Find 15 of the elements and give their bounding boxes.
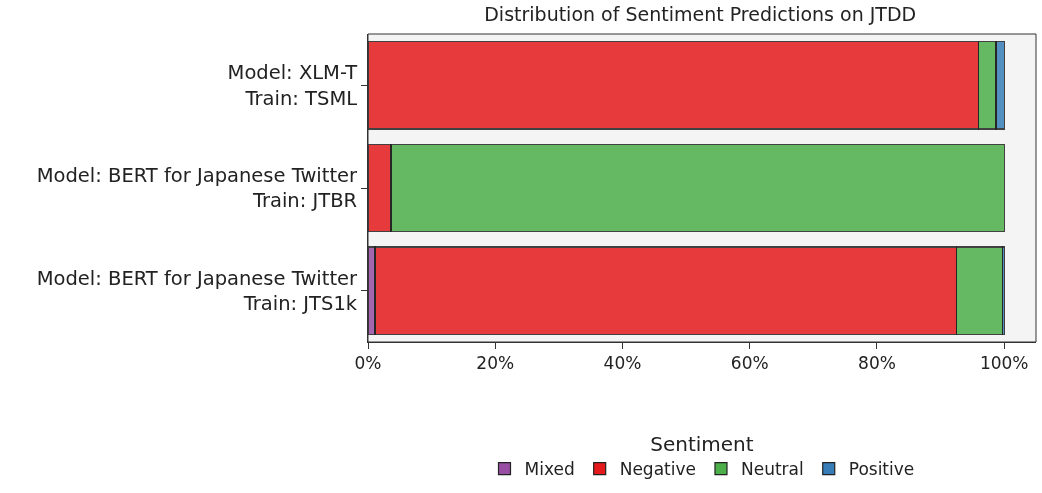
- legend-label: Neutral: [740, 459, 804, 480]
- x-tick-label: 0%: [354, 353, 382, 374]
- legend-label: Mixed: [524, 459, 575, 480]
- x-tick-label: 60%: [730, 353, 769, 374]
- x-tick-label: 80%: [858, 353, 896, 374]
- x-tick-label: 20%: [476, 353, 515, 374]
- legend-label: Positive: [848, 459, 915, 480]
- x-tick-label: 100%: [979, 353, 1029, 374]
- x-tick-label: 40%: [603, 353, 642, 374]
- y-tick-label: Model: XLM-T Train: TSML: [227, 61, 358, 110]
- y-tick-label: Model: BERT for Japanese Twitter Train: JTBR: [36, 164, 359, 213]
- chart-title: Distribution of Sentiment Predictions on JTDD: [484, 2, 917, 25]
- legend-title: Sentiment: [650, 432, 754, 457]
- y-tick-label: Model: BERT for Japanese Twitter Train: JTS1k: [36, 266, 359, 316]
- legend-label: Negative: [619, 459, 696, 480]
